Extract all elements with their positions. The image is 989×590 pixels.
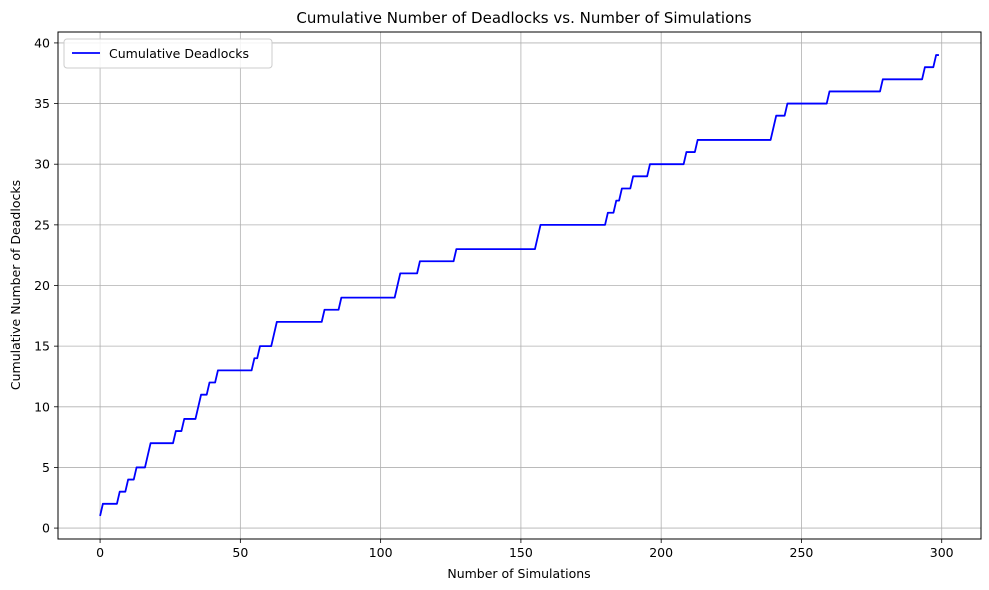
y-tick-label: 25 <box>34 217 50 232</box>
x-tick-label: 150 <box>509 545 533 560</box>
y-tick-label: 5 <box>42 460 50 475</box>
y-tick-label: 0 <box>42 521 50 536</box>
legend: Cumulative Deadlocks <box>63 38 273 69</box>
x-tick-label: 0 <box>96 545 104 560</box>
grid <box>58 32 981 539</box>
y-tick-label: 20 <box>34 278 50 293</box>
x-tick-label: 100 <box>369 545 393 560</box>
y-tick-label: 40 <box>34 35 50 50</box>
legend-box <box>63 38 273 69</box>
chart-title: Cumulative Number of Deadlocks vs. Numbe… <box>296 9 751 27</box>
x-axis-label: Number of Simulations <box>447 566 590 581</box>
y-axis-label: Cumulative Number of Deadlocks <box>8 180 23 390</box>
x-tick-label: 200 <box>649 545 673 560</box>
plot-frame <box>57 31 982 540</box>
x-tick-label: 50 <box>232 545 248 560</box>
y-tick-label: 30 <box>34 157 50 172</box>
x-tick-label: 250 <box>790 545 814 560</box>
y-tick-label: 35 <box>34 96 50 111</box>
y-tick-label: 15 <box>34 339 50 354</box>
series-layer <box>99 54 939 517</box>
x-tick-label: 300 <box>930 545 954 560</box>
series-line-cumulative-deadlocks <box>99 54 939 517</box>
axis-ticks: 0 50 100 150 200 250 300 0 5 10 15 20 25 30 35 40 <box>34 35 954 560</box>
legend-label: Cumulative Deadlocks <box>109 46 249 61</box>
y-tick-label: 10 <box>34 399 50 414</box>
